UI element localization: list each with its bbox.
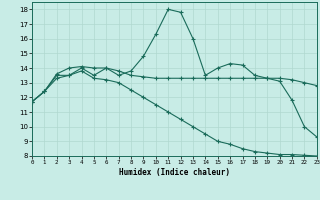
X-axis label: Humidex (Indice chaleur): Humidex (Indice chaleur) xyxy=(119,168,230,177)
